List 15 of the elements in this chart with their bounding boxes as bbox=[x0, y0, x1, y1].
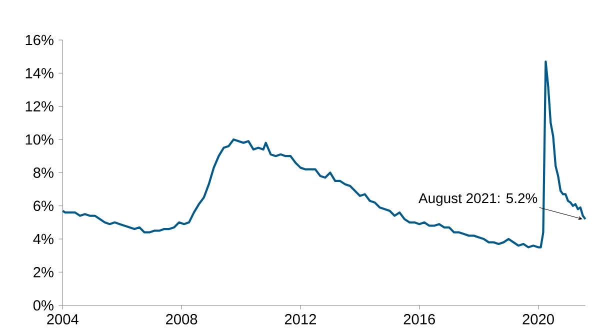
x-tick-label: 2016 bbox=[404, 314, 435, 324]
x-tick-label: 2008 bbox=[166, 314, 198, 324]
y-tick-label: 10% bbox=[26, 134, 54, 145]
x-tick-label: 2004 bbox=[47, 314, 78, 324]
y-tick-label: 2% bbox=[34, 267, 54, 278]
y-tick-label: 4% bbox=[33, 234, 54, 244]
y-tick-label: 16% bbox=[26, 34, 54, 46]
y-tick-label: 12% bbox=[26, 101, 54, 112]
annotation: August 2021: 5.2% bbox=[418, 193, 538, 206]
y-tick-label: 8% bbox=[33, 168, 54, 178]
y-tick-label: 0% bbox=[33, 300, 54, 311]
y-tick-label: 14% bbox=[26, 68, 54, 78]
y-tick-label: 6% bbox=[34, 200, 54, 212]
x-tick-label: 2020 bbox=[522, 314, 554, 324]
x-tick-label: 2012 bbox=[284, 314, 316, 324]
